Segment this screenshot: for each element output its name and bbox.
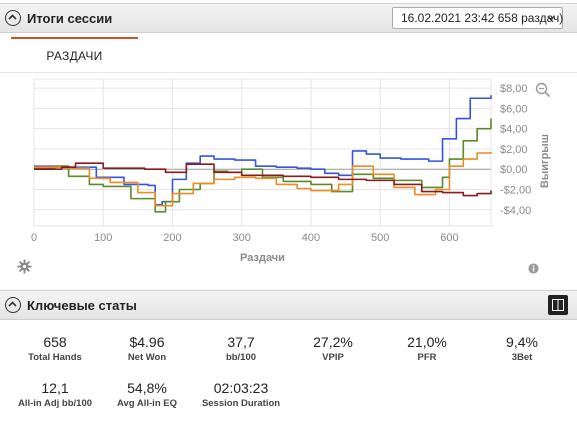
info-icon[interactable] bbox=[528, 261, 539, 279]
stat-value: 02:03:23 bbox=[213, 380, 269, 396]
stat-value: 12,1 bbox=[41, 380, 69, 396]
stat-bb-100: 37,7 bb/100 bbox=[186, 334, 296, 363]
stat-label: Session Duration bbox=[201, 398, 281, 409]
y-tick-label: $8,00 bbox=[500, 83, 528, 95]
key-stats-header: Ключевые статы bbox=[0, 290, 577, 320]
stat-value: 37,7 bbox=[227, 334, 255, 350]
y-tick-label: -$4,00 bbox=[500, 205, 531, 217]
stat-label: Avg All-in EQ bbox=[117, 398, 177, 409]
stat-value: 21,0% bbox=[407, 334, 447, 350]
series-line-1 bbox=[34, 95, 492, 206]
stat-pfr: 21,0% PFR bbox=[372, 334, 482, 363]
stat-3bet: 9,4% 3Bet bbox=[467, 334, 577, 363]
y-axis-label: Выигрыш bbox=[539, 134, 551, 188]
series-line-4 bbox=[34, 162, 492, 197]
stat-vpip: 27,2% VPIP bbox=[278, 334, 388, 363]
stat-label: VPIP bbox=[322, 352, 344, 363]
stat-label: bb/100 bbox=[225, 352, 257, 363]
stat-label: PFR bbox=[417, 352, 437, 363]
stat-value: 27,2% bbox=[313, 334, 353, 350]
stat-label: Net Won bbox=[127, 352, 167, 363]
zoom-out-icon[interactable] bbox=[535, 82, 551, 103]
stat-value: 9,4% bbox=[506, 334, 538, 350]
x-tick-label: 500 bbox=[371, 232, 389, 244]
stat-value: 54,8% bbox=[127, 380, 167, 396]
tab-hands[interactable]: РАЗДАЧИ bbox=[11, 37, 138, 72]
key-stats-title: Ключевые статы bbox=[27, 298, 137, 313]
stat-allin-adj-bb-100: 12,1 All-in Adj bb/100 bbox=[0, 380, 110, 409]
session-summary-title: Итоги сессии bbox=[27, 11, 113, 26]
y-tick-label: $0,00 bbox=[500, 164, 528, 176]
x-tick-label: 0 bbox=[31, 232, 37, 244]
gear-icon[interactable] bbox=[17, 259, 32, 279]
session-summary-header: Итоги сессии 16.02.2021 23:42 658 раздач… bbox=[0, 3, 577, 33]
x-axis-label: Раздачи bbox=[240, 252, 285, 264]
series-line-2 bbox=[34, 118, 492, 213]
chevron-up-icon[interactable] bbox=[5, 297, 21, 313]
y-tick-label: $4,00 bbox=[500, 124, 528, 136]
plot-frame bbox=[33, 78, 492, 227]
chevron-down-icon bbox=[546, 12, 556, 26]
stat-session-duration: 02:03:23 Session Duration bbox=[186, 380, 296, 409]
session-select-value: 16.02.2021 23:42 658 раздач) bbox=[401, 11, 564, 25]
x-tick-label: 400 bbox=[302, 232, 320, 244]
session-select[interactable]: 16.02.2021 23:42 658 раздач) bbox=[392, 7, 563, 29]
stat-label: 3Bet bbox=[511, 352, 533, 363]
stat-value: 658 bbox=[43, 334, 67, 350]
x-tick-label: 100 bbox=[94, 232, 112, 244]
x-tick-label: 200 bbox=[163, 232, 181, 244]
stat-value: $4.96 bbox=[129, 334, 165, 350]
winnings-chart-svg: $8,00 $6,00 $4,00 $2,00 $0,00 -$2,00 -$4,00 0 10… bbox=[31, 78, 551, 264]
stat-total-hands: 658 Total Hands bbox=[0, 334, 110, 363]
window-toggle-icon[interactable] bbox=[548, 295, 568, 315]
x-tick-label: 600 bbox=[440, 232, 458, 244]
winnings-chart: $8,00 $6,00 $4,00 $2,00 $0,00 -$2,00 -$4,00 0 10… bbox=[8, 73, 569, 285]
series-line-3 bbox=[34, 151, 492, 207]
stat-label: Total Hands bbox=[28, 352, 82, 363]
y-tick-label: $2,00 bbox=[500, 144, 528, 156]
stat-net-won: $4.96 Net Won bbox=[92, 334, 202, 363]
stat-label: All-in Adj bb/100 bbox=[17, 398, 93, 409]
x-tick-label: 300 bbox=[233, 232, 251, 244]
chevron-up-icon[interactable] bbox=[5, 10, 21, 26]
y-tick-label: $6,00 bbox=[500, 103, 528, 115]
y-tick-label: -$2,00 bbox=[500, 185, 531, 197]
stat-avg-allin-eq: 54,8% Avg All-in EQ bbox=[92, 380, 202, 409]
tab-divider bbox=[0, 72, 577, 73]
